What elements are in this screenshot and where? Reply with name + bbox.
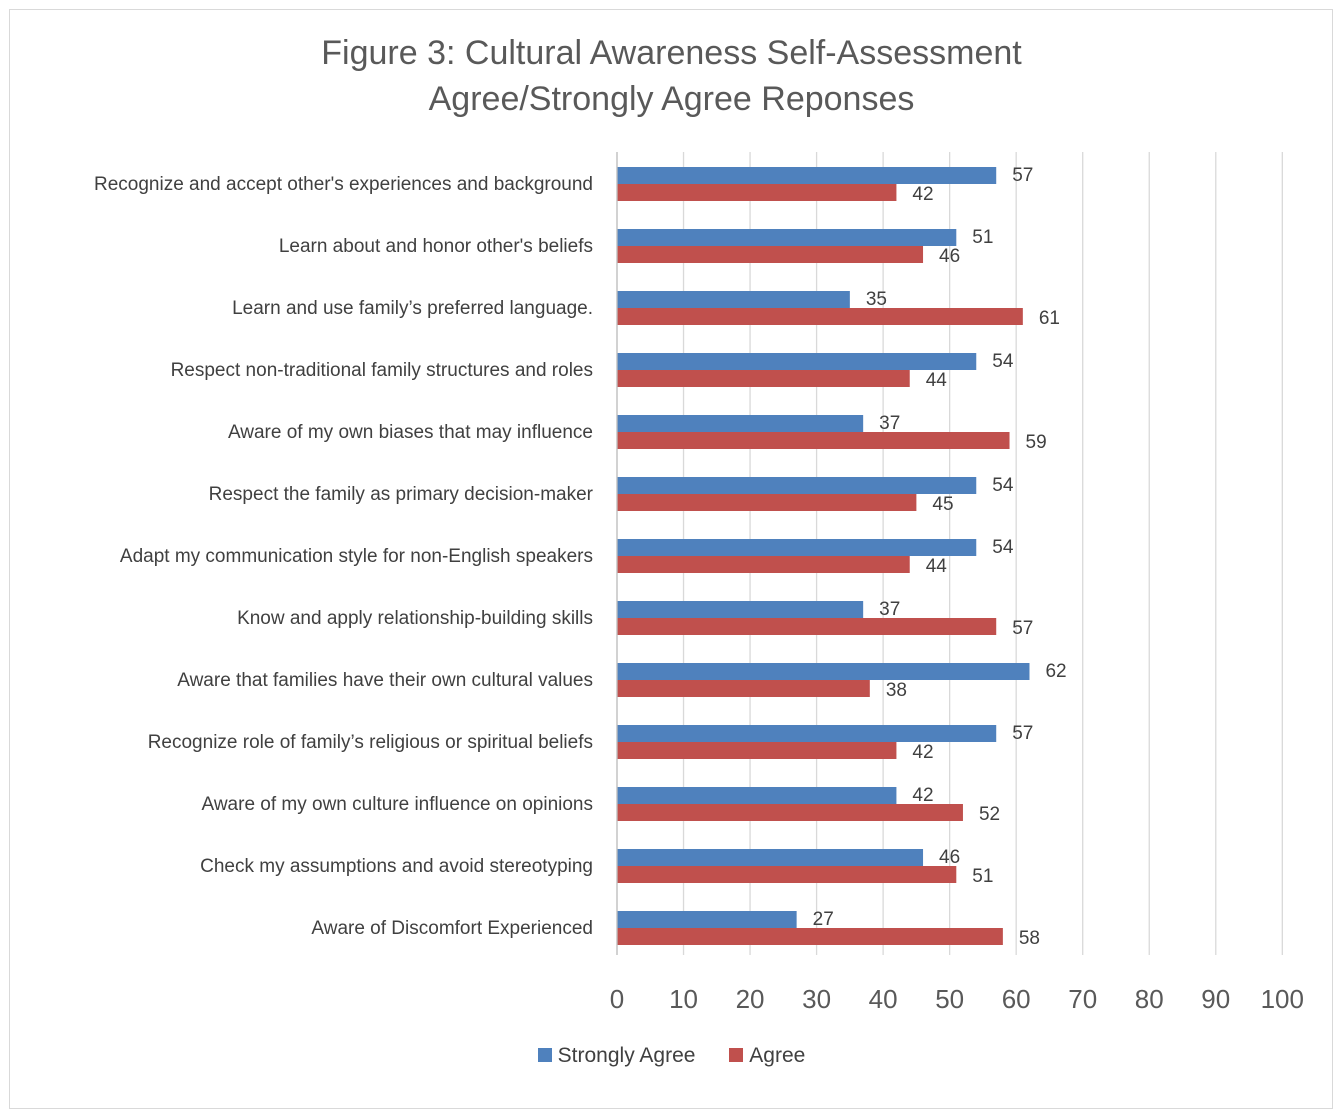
data-label-strongly-agree: 46 xyxy=(939,847,960,868)
legend-label-strongly-agree: Strongly Agree xyxy=(557,1044,696,1068)
bar-agree xyxy=(617,804,963,821)
data-label-strongly-agree: 54 xyxy=(992,475,1014,496)
chart-title-block: Figure 3: Cultural Awareness Self-Assess… xyxy=(0,30,1343,122)
data-label-strongly-agree: 51 xyxy=(972,227,993,248)
bar-strongly-agree xyxy=(617,415,864,432)
bar-strongly-agree xyxy=(617,229,957,246)
data-label-strongly-agree: 37 xyxy=(879,599,900,620)
data-label-agree: 58 xyxy=(1019,928,1040,949)
legend-swatch-agree xyxy=(729,1047,744,1062)
bar-agree xyxy=(617,680,870,697)
data-label-agree: 44 xyxy=(926,370,948,391)
x-tick-label: 0 xyxy=(610,984,624,1014)
bar-agree xyxy=(617,928,1003,945)
bar-agree xyxy=(617,556,910,573)
data-label-strongly-agree: 54 xyxy=(992,537,1014,558)
chart-title: Figure 3: Cultural Awareness Self-Assess… xyxy=(321,34,1022,72)
data-label-agree: 51 xyxy=(972,866,993,887)
legend-label-agree: Agree xyxy=(749,1044,806,1068)
category-label: Aware of Discomfort Experienced xyxy=(311,918,593,939)
data-label-agree: 38 xyxy=(886,680,907,701)
bar-strongly-agree xyxy=(617,849,924,866)
bar-strongly-agree xyxy=(617,353,977,370)
x-tick-label: 100 xyxy=(1261,984,1304,1014)
data-label-agree: 42 xyxy=(912,742,933,763)
bar-agree xyxy=(617,370,910,387)
category-label: Learn about and honor other's beliefs xyxy=(279,236,593,257)
data-label-strongly-agree: 62 xyxy=(1045,661,1066,682)
legend-swatch-strongly-agree xyxy=(537,1047,552,1062)
bar-agree xyxy=(617,184,897,201)
bar-strongly-agree xyxy=(617,601,864,618)
bar-strongly-agree xyxy=(617,291,850,308)
data-label-agree: 59 xyxy=(1026,432,1047,453)
bar-strongly-agree xyxy=(617,539,977,556)
x-tick-label: 80 xyxy=(1135,984,1164,1014)
bar-strongly-agree xyxy=(617,663,1030,680)
bar-agree xyxy=(617,742,897,759)
category-label: Aware of my own biases that may influenc… xyxy=(228,422,593,443)
data-label-agree: 44 xyxy=(926,556,948,577)
data-label-strongly-agree: 37 xyxy=(879,413,900,434)
data-label-strongly-agree: 42 xyxy=(912,785,933,806)
category-label: Respect non-traditional family structure… xyxy=(171,360,593,381)
bar-strongly-agree xyxy=(617,787,897,804)
category-label: Aware of my own culture influence on opi… xyxy=(202,794,594,815)
bar-agree xyxy=(617,308,1023,325)
bar-agree xyxy=(617,432,1010,449)
category-label: Know and apply relationship-building ski… xyxy=(237,608,593,629)
category-label: Adapt my communication style for non-Eng… xyxy=(120,546,593,567)
bar-strongly-agree xyxy=(617,477,977,494)
legend-item-agree: Agree xyxy=(729,1044,805,1068)
chart-subtitle: Agree/Strongly Agree Reponses xyxy=(428,80,915,118)
bar-strongly-agree xyxy=(617,167,997,184)
x-tick-label: 50 xyxy=(935,984,964,1014)
bar-agree xyxy=(617,246,924,263)
bar-agree xyxy=(617,494,917,511)
category-label: Respect the family as primary decision-m… xyxy=(209,484,594,505)
data-label-strongly-agree: 57 xyxy=(1012,723,1033,744)
x-tick-label: 30 xyxy=(802,984,831,1014)
x-tick-label: 20 xyxy=(736,984,765,1014)
bar-agree xyxy=(617,866,957,883)
bar-agree xyxy=(617,618,997,635)
x-tick-label: 90 xyxy=(1201,984,1230,1014)
category-label: Recognize and accept other's experiences… xyxy=(94,174,593,195)
legend: Strongly Agree Agree xyxy=(0,1044,1343,1068)
bar-strongly-agree xyxy=(617,911,797,928)
data-label-agree: 57 xyxy=(1012,618,1033,639)
data-label-strongly-agree: 54 xyxy=(992,351,1014,372)
category-label: Recognize role of family’s religious or … xyxy=(148,732,593,753)
data-label-agree: 45 xyxy=(932,494,953,515)
x-tick-label: 70 xyxy=(1068,984,1097,1014)
legend-item-strongly-agree: Strongly Agree xyxy=(537,1044,696,1068)
x-tick-label: 60 xyxy=(1002,984,1031,1014)
data-label-strongly-agree: 57 xyxy=(1012,165,1033,186)
category-label: Aware that families have their own cultu… xyxy=(177,670,593,691)
bar-strongly-agree xyxy=(617,725,997,742)
data-label-agree: 42 xyxy=(912,184,933,205)
data-label-strongly-agree: 27 xyxy=(813,909,834,930)
x-tick-label: 40 xyxy=(869,984,898,1014)
category-label: Learn and use family’s preferred languag… xyxy=(232,298,593,319)
data-label-agree: 52 xyxy=(979,804,1000,825)
data-label-strongly-agree: 35 xyxy=(866,289,887,310)
data-label-agree: 61 xyxy=(1039,308,1060,329)
category-label: Check my assumptions and avoid stereotyp… xyxy=(200,856,593,877)
x-tick-label: 10 xyxy=(669,984,698,1014)
data-label-agree: 46 xyxy=(939,246,960,267)
